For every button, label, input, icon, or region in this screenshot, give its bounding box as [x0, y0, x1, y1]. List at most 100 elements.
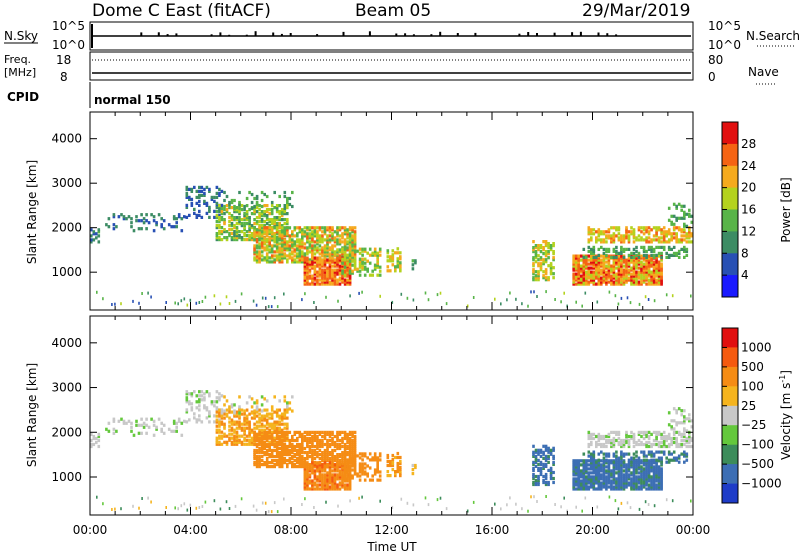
echo-cell — [351, 446, 354, 451]
echo-cell — [233, 226, 236, 230]
echo-cell — [260, 190, 264, 195]
echo-cell — [351, 238, 354, 242]
echo-cell — [223, 416, 226, 420]
echo-cell — [625, 471, 628, 475]
echo-cell — [680, 421, 683, 425]
colorbar-tick-label: 4 — [741, 268, 749, 282]
echo-cell — [607, 272, 611, 276]
echo-cell — [333, 238, 337, 242]
echo-cell — [657, 266, 661, 270]
echo-cell — [331, 250, 334, 254]
echo-cell — [539, 454, 543, 458]
echo-cell — [552, 276, 555, 280]
echo-cell — [190, 406, 194, 410]
echo-cell — [683, 442, 686, 447]
echo-cell — [577, 260, 580, 264]
echo-cell — [318, 260, 322, 264]
echo-cell — [343, 452, 347, 456]
echo-cell — [677, 216, 681, 220]
echo-cell — [152, 219, 156, 223]
nsearch-tick-high: 10^5 — [708, 19, 741, 33]
echo-cell — [655, 226, 658, 230]
nave-tick-low: 0 — [708, 70, 716, 84]
echo-cell — [240, 224, 244, 228]
echo-cell — [645, 258, 648, 262]
echo-cell — [341, 254, 344, 258]
echo-cell — [280, 453, 284, 457]
x-tick-label: 08:00 — [274, 523, 309, 537]
echo-cell — [198, 189, 201, 193]
echo-cell — [612, 272, 616, 276]
echo-cell — [303, 230, 307, 234]
echo-cell — [532, 246, 535, 250]
nsky-bar — [553, 32, 556, 36]
echo-cell — [630, 280, 633, 284]
echo-cell — [323, 463, 327, 467]
echo-cell — [574, 477, 578, 481]
echo-cell — [263, 432, 266, 436]
echo-cell — [600, 232, 603, 236]
echo-cell — [323, 228, 327, 232]
echo-cell — [537, 448, 540, 452]
echo-cell — [351, 248, 354, 252]
echo-cell — [595, 442, 598, 447]
echo-cell — [635, 483, 638, 487]
echo-cell — [574, 272, 578, 276]
echo-cell — [396, 465, 400, 470]
echo-cell — [667, 228, 671, 232]
colorbar-swatch — [722, 464, 738, 484]
echo-cell — [617, 254, 621, 258]
echo-cell — [592, 436, 596, 441]
echo-cell — [296, 234, 299, 238]
echo-cell — [542, 456, 545, 460]
echo-cell — [311, 226, 314, 230]
echo-cell — [250, 430, 254, 434]
echo-cell — [655, 432, 658, 436]
echo-cell — [353, 451, 357, 455]
echo-cell — [665, 230, 668, 234]
echo-cell — [632, 255, 636, 259]
echo-cell — [610, 278, 613, 282]
echo-cell — [218, 418, 221, 422]
echo-cell — [617, 459, 621, 463]
echo-cell — [610, 485, 613, 489]
echo-cell — [162, 219, 166, 223]
echo-cell — [582, 477, 586, 481]
station-title: Dome C East (fitACF) — [92, 1, 271, 21]
echo-cell — [657, 282, 661, 286]
noise-cell — [111, 508, 113, 511]
echo-cell — [215, 396, 219, 400]
echo-cell — [230, 426, 234, 430]
noise-cell — [177, 302, 179, 306]
echo-cell — [278, 457, 281, 461]
echo-cell — [328, 240, 332, 244]
noise-cell — [204, 295, 207, 299]
echo-cell — [326, 270, 329, 274]
echo-cell — [303, 252, 307, 256]
echo-cell — [343, 252, 347, 256]
echo-cell — [662, 434, 666, 439]
echo-cell — [328, 461, 332, 465]
noise-cell — [581, 509, 583, 513]
echo-cell — [532, 258, 535, 262]
echo-cell — [253, 208, 256, 212]
echo-cell — [607, 258, 611, 262]
echo-cell — [602, 232, 606, 236]
echo-cell — [258, 204, 261, 208]
echo-cell — [627, 463, 631, 467]
echo-cell — [323, 467, 327, 471]
echo-cell — [280, 416, 284, 420]
echo-cell — [316, 230, 319, 234]
noise-cell — [412, 298, 415, 302]
echo-cell — [660, 236, 663, 240]
echo-cell — [394, 470, 397, 474]
echo-cell — [642, 226, 646, 230]
echo-cell — [675, 226, 678, 230]
echo-cell — [597, 438, 601, 443]
echo-cell — [341, 440, 344, 445]
echo-cell — [326, 242, 329, 246]
echo-cell — [647, 487, 651, 491]
echo-cell — [233, 216, 236, 220]
echo-cell — [657, 268, 661, 272]
echo-cell — [233, 204, 236, 209]
